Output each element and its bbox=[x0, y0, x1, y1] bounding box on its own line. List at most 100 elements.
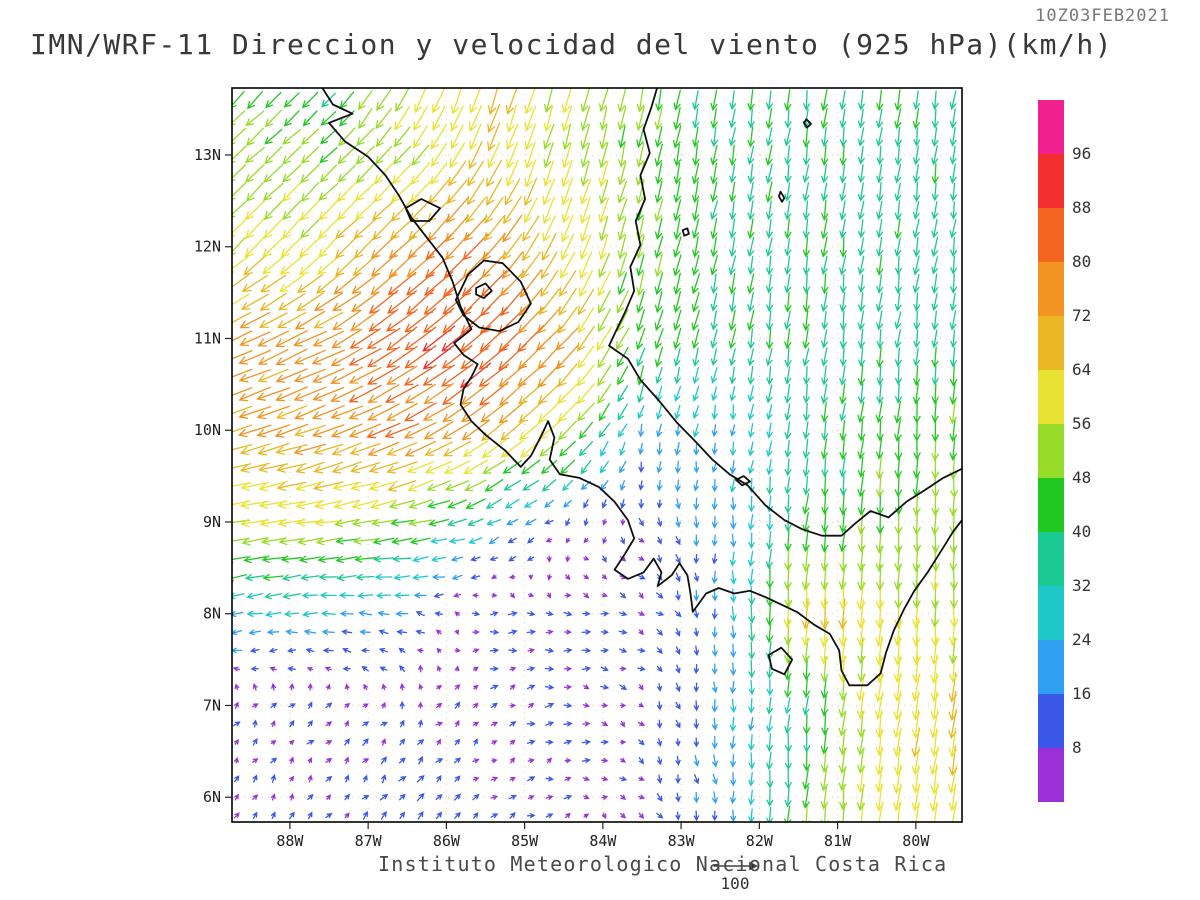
wind-arrow bbox=[232, 237, 246, 256]
wind-arrow bbox=[399, 664, 406, 673]
wind-arrow bbox=[293, 386, 327, 402]
wind-arrow bbox=[601, 776, 609, 782]
wind-arrow bbox=[765, 218, 773, 239]
wind-arrow bbox=[638, 461, 645, 473]
wind-arrow bbox=[508, 794, 517, 800]
wind-arrow bbox=[301, 610, 318, 618]
wind-arrow bbox=[298, 236, 322, 258]
wind-arrow bbox=[580, 160, 590, 187]
wind-arrow bbox=[673, 217, 681, 241]
wind-arrow bbox=[434, 611, 443, 617]
wind-arrow bbox=[748, 679, 755, 696]
wind-arrow bbox=[274, 423, 309, 438]
wind-arrow bbox=[839, 90, 847, 111]
wind-arrow bbox=[638, 423, 645, 438]
wind-arrow bbox=[711, 386, 718, 402]
wind-arrow bbox=[601, 499, 607, 509]
wind-arrow bbox=[711, 404, 718, 421]
wind-arrow bbox=[296, 273, 324, 294]
wind-arrow bbox=[821, 347, 828, 367]
wind-arrow bbox=[748, 423, 755, 439]
wind-arrow bbox=[386, 442, 418, 456]
wind-arrow bbox=[803, 402, 810, 422]
wind-arrow bbox=[275, 330, 309, 348]
wind-arrow bbox=[238, 349, 272, 365]
wind-arrow bbox=[234, 739, 240, 745]
wind-arrow bbox=[693, 791, 700, 804]
wind-arrow bbox=[541, 479, 557, 492]
colorbar: 96 88 80 72 64 56 48 40 32 24 16 8 bbox=[1038, 100, 1091, 802]
wind-arrow bbox=[656, 499, 663, 509]
wind-arrow bbox=[821, 365, 829, 386]
wind-arrow bbox=[673, 89, 681, 111]
wind-arrow bbox=[803, 732, 811, 753]
wind-arrow bbox=[747, 328, 755, 350]
wind-arrow bbox=[949, 90, 957, 111]
wind-arrow bbox=[673, 199, 682, 222]
wind-arrow bbox=[675, 755, 681, 766]
wind-arrow bbox=[838, 598, 848, 630]
bocas-islands bbox=[735, 475, 751, 487]
wind-arrow bbox=[385, 402, 418, 421]
wind-arrow bbox=[384, 384, 419, 403]
wind-arrow bbox=[821, 163, 829, 184]
wind-arrow bbox=[484, 479, 504, 492]
wind-arrow bbox=[354, 555, 376, 563]
wind-arrow bbox=[839, 144, 847, 166]
wind-arrow bbox=[301, 592, 319, 599]
wind-arrow bbox=[839, 456, 847, 478]
wind-arrow bbox=[601, 812, 607, 820]
wind-arrow bbox=[252, 737, 258, 746]
wind-arrow bbox=[616, 290, 629, 314]
wind-arrow bbox=[821, 144, 829, 166]
wind-arrow bbox=[710, 292, 718, 312]
wind-arrow bbox=[426, 500, 451, 509]
wind-arrow bbox=[729, 478, 736, 493]
wind-arrow bbox=[392, 162, 413, 185]
wind-arrow bbox=[730, 680, 736, 695]
wind-arrow bbox=[524, 159, 537, 188]
wind-arrow bbox=[710, 162, 718, 185]
wind-arrow bbox=[507, 611, 518, 617]
wind-arrow bbox=[245, 218, 265, 240]
wind-arrow bbox=[598, 233, 609, 261]
wind-arrow bbox=[693, 645, 700, 657]
wind-arrow bbox=[413, 592, 427, 599]
wind-arrow bbox=[490, 721, 499, 727]
wind-arrow bbox=[765, 384, 773, 404]
wind-arrow bbox=[368, 461, 399, 474]
wind-arrow bbox=[710, 126, 718, 148]
wind-arrow bbox=[876, 365, 884, 386]
wind-arrow bbox=[675, 664, 681, 674]
wind-arrow bbox=[784, 89, 792, 112]
wind-arrow bbox=[619, 666, 627, 672]
wind-arrow bbox=[461, 420, 490, 441]
wind-arrow bbox=[693, 554, 700, 565]
wind-arrow bbox=[894, 419, 902, 443]
wind-arrow bbox=[454, 629, 460, 636]
wind-arrow bbox=[856, 765, 866, 794]
wind-arrow bbox=[876, 89, 884, 112]
wind-arrow bbox=[765, 347, 773, 367]
chart-title: IMN/WRF-11 Direccion y velocidad del vie… bbox=[30, 28, 1114, 61]
wind-arrow bbox=[413, 106, 428, 131]
wind-arrow bbox=[311, 424, 345, 438]
wind-arrow bbox=[544, 499, 554, 508]
wind-arrow bbox=[363, 683, 369, 691]
wind-arrow bbox=[244, 200, 266, 221]
wind-arrow bbox=[711, 735, 718, 750]
colorbar-label: 8 bbox=[1072, 738, 1082, 757]
wind-arrow bbox=[565, 555, 571, 563]
wind-arrow bbox=[894, 145, 902, 166]
wind-arrow bbox=[747, 89, 755, 112]
wind-arrow bbox=[418, 664, 424, 673]
wind-arrow bbox=[784, 328, 792, 350]
wind-arrow bbox=[581, 629, 592, 635]
wind-arrow bbox=[545, 721, 555, 727]
wind-arrow bbox=[266, 629, 280, 636]
wind-arrow bbox=[524, 105, 537, 132]
wind-arrow bbox=[893, 618, 903, 647]
wind-arrow bbox=[821, 273, 829, 295]
wind-arrow bbox=[373, 181, 394, 203]
wind-arrow bbox=[673, 236, 682, 258]
